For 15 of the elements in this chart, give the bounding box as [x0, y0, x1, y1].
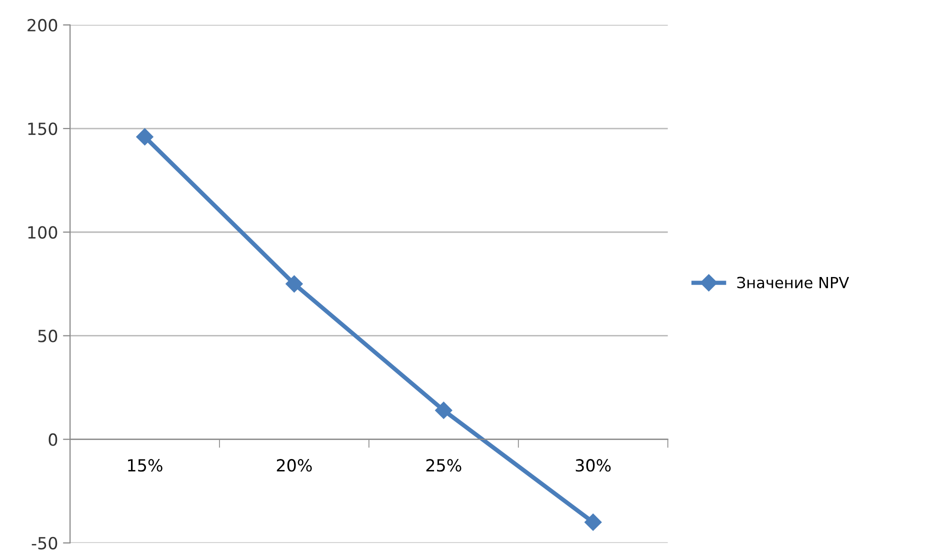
y-tick-label: 0: [48, 433, 58, 446]
point: [435, 402, 452, 419]
point: [584, 514, 602, 531]
y-tick-label: 150: [28, 122, 58, 136]
legend-label: Значение NPV: [737, 276, 850, 288]
y-tick-label: 100: [28, 226, 58, 239]
y-tick-label: -50: [32, 536, 58, 550]
x-tick-label: 30%: [576, 459, 611, 472]
y-tick-label: 200: [28, 18, 58, 32]
x-tick-label: 15%: [128, 459, 162, 472]
y-tick-label: 50: [38, 330, 58, 342]
point: [286, 275, 303, 292]
x-tick-label: 25%: [426, 459, 462, 472]
x-tick-label: 20%: [276, 459, 312, 472]
point: [136, 128, 154, 146]
